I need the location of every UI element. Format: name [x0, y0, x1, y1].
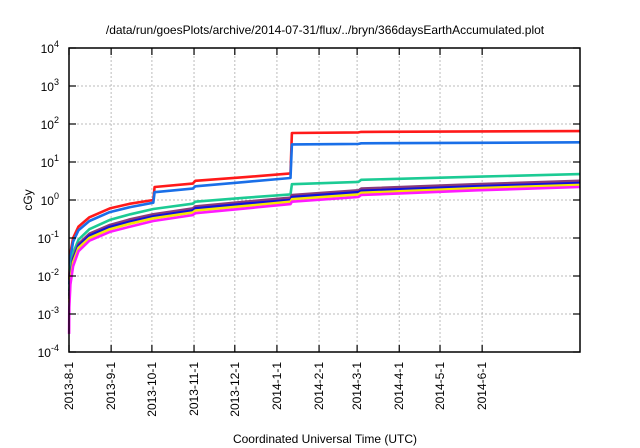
- y-tick-base: 10: [38, 308, 52, 322]
- y-tick-exponent: 1: [54, 153, 59, 163]
- series-yellow-line: [68, 183, 581, 303]
- x-tick-label: 2013-8-1: [62, 362, 76, 410]
- y-tick-exponent: -2: [51, 267, 59, 277]
- x-tick-label: 2013-10-1: [145, 362, 159, 417]
- y-tick-base: 10: [38, 232, 52, 246]
- x-axis: 2013-8-1 2013-9-1 2013-10-1 2013-11-1 2013-1…: [62, 48, 489, 417]
- y-tick-label: 100: [41, 191, 59, 208]
- x-tick-label: 2014-6-1: [475, 362, 489, 410]
- y-tick-base: 10: [41, 194, 55, 208]
- y-tick-exponent: -4: [51, 343, 59, 353]
- y-tick-exponent: -1: [51, 229, 59, 239]
- x-tick-label: 2013-9-1: [104, 362, 118, 410]
- series-group: [67, 129, 581, 334]
- y-tick-exponent: 0: [54, 191, 59, 201]
- y-tick-exponent: 3: [54, 77, 59, 87]
- y-tick-label: 102: [41, 115, 59, 132]
- series-teal-line: [68, 172, 581, 292]
- x-tick-label: 2014-1-1: [270, 362, 284, 410]
- y-tick-base: 10: [38, 346, 52, 360]
- y-tick-exponent: -3: [51, 305, 59, 315]
- y-axis-label: cGy: [21, 189, 35, 210]
- y-tick-base: 10: [41, 80, 55, 94]
- y-tick-label: 101: [41, 153, 59, 170]
- x-tick-label: 2013-11-1: [187, 362, 201, 416]
- x-tick-label: 2014-5-1: [433, 362, 447, 410]
- y-tick-label: 104: [41, 39, 59, 56]
- y-tick-label: 103: [41, 77, 59, 94]
- y-tick-base: 10: [41, 156, 55, 170]
- y-tick-base: 10: [38, 270, 52, 284]
- y-tick-label: 10-2: [38, 267, 59, 284]
- series-red-line: [68, 129, 581, 280]
- y-tick-label: 10-4: [38, 343, 59, 360]
- series-blue-line: [68, 141, 581, 285]
- x-tick-label: 2014-3-1: [350, 362, 364, 410]
- y-tick-exponent: 4: [54, 39, 59, 49]
- x-axis-label: Coordinated Universal Time (UTC): [233, 432, 417, 446]
- y-tick-base: 10: [41, 42, 55, 56]
- y-tick-label: 10-1: [38, 229, 59, 246]
- y-tick-base: 10: [41, 118, 55, 132]
- y-tick-exponent: 2: [54, 115, 59, 125]
- x-tick-label: 2013-12-1: [228, 362, 242, 417]
- y-tick-label: 10-3: [38, 305, 59, 322]
- x-tick-label: 2014-4-1: [392, 362, 406, 410]
- x-tick-label: 2014-2-1: [312, 362, 326, 410]
- series-magenta-line: [67, 185, 581, 334]
- chart-title: /data/run/goesPlots/archive/2014-07-31/f…: [106, 23, 545, 37]
